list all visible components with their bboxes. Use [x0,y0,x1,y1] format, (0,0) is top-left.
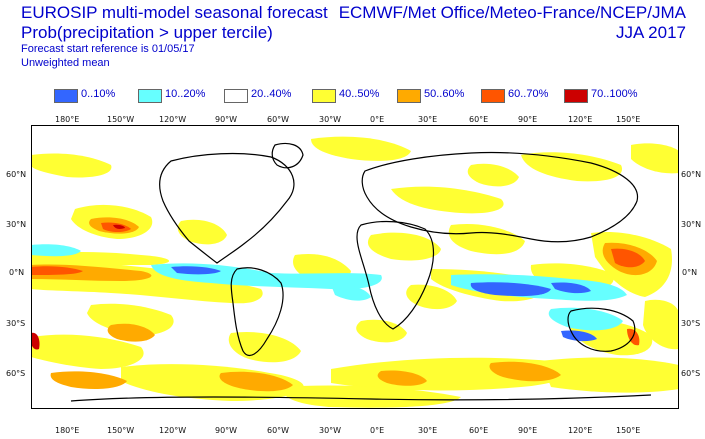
legend-swatch-6 [564,89,588,103]
probability-0-10-regions [171,266,597,342]
lon-bottom-4: 60°W [267,426,290,435]
legend-label-1: 10..20% [165,88,206,100]
legend-label-4: 50..60% [424,88,465,100]
north-america-outline [159,152,295,264]
legend-swatch-2 [224,89,248,103]
lon-bottom-9: 90°E [518,426,538,435]
legend-label-5: 60..70% [508,88,549,100]
lon-top-8: 60°E [469,115,489,124]
legend-label-3: 40..50% [339,88,380,100]
map-frame [31,125,679,409]
lat-left-3: 30°S [6,319,26,328]
legend-label-0: 0..10% [81,88,116,100]
lon-top-10: 120°E [568,115,593,124]
legend-swatch-0 [54,89,78,103]
title-line-2: Prob(precipitation > upper tercile) [21,23,273,42]
probability-map [31,125,679,409]
forecast-reference: Forecast start reference is 01/05/17 [21,43,195,55]
lon-top-7: 30°E [418,115,438,124]
probability-70-100-regions [31,224,125,350]
legend-label-6: 70..100% [591,88,638,100]
south-america-outline [230,267,284,356]
lat-right-3: 30°S [681,319,701,328]
lon-bottom-5: 30°W [319,426,342,435]
lon-top-3: 90°W [215,115,238,124]
lat-left-2: 0°N [9,268,25,277]
probability-60-70-regions [31,222,645,346]
lat-right-1: 30°N [681,220,702,229]
season-title: JJA 2017 [616,23,686,42]
africa-outline [356,220,435,330]
lon-top-9: 90°E [518,115,538,124]
greenland-outline [271,142,304,169]
lon-top-5: 30°W [319,115,342,124]
lon-bottom-3: 90°W [215,426,238,435]
lon-bottom-10: 120°E [568,426,593,435]
lon-top-2: 120°W [159,115,187,124]
australia-outline [567,307,636,352]
legend-swatch-1 [138,89,162,103]
lon-top-6: 0°E [370,115,385,124]
centres-title: ECMWF/Met Office/Meteo-France/NCEP/JMA [338,3,686,22]
lat-right-2: 0°N [682,268,698,277]
lon-bottom-6: 0°E [370,426,385,435]
legend-swatch-3 [312,89,336,103]
lat-left-0: 60°N [6,170,27,179]
mean-type: Unweighted mean [21,57,110,69]
lon-top-4: 60°W [267,115,290,124]
title-line-1: EUROSIP multi-model seasonal forecast [21,3,328,22]
legend-label-2: 20..40% [251,88,292,100]
lon-bottom-8: 60°E [469,426,489,435]
eurasia-outline [361,151,639,243]
lat-right-4: 60°S [681,369,701,378]
coastlines [70,142,652,402]
lon-bottom-0: 180°E [55,426,80,435]
lon-top-11: 150°E [616,115,641,124]
lon-bottom-2: 120°W [159,426,187,435]
lon-bottom-7: 30°E [418,426,438,435]
lon-bottom-11: 150°E [616,426,641,435]
lon-top-0: 180°E [55,115,80,124]
legend-swatch-4 [397,89,421,103]
lat-right-0: 60°N [681,170,702,179]
lat-left-4: 60°S [6,369,26,378]
legend-swatch-5 [481,89,505,103]
antarctica-outline [70,394,652,402]
lat-left-1: 30°N [6,220,27,229]
lon-bottom-1: 150°W [107,426,135,435]
lon-top-1: 150°W [107,115,135,124]
